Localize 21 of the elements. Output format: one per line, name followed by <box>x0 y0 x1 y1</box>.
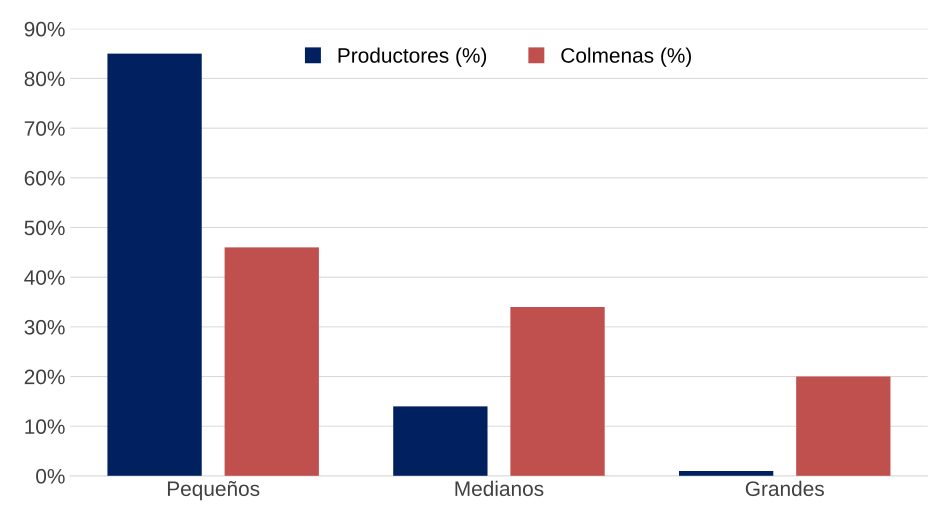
x-tick-label: Grandes <box>746 480 824 496</box>
bar <box>678 470 774 476</box>
bar <box>796 376 890 476</box>
y-tick-label: 50% <box>24 220 65 236</box>
bar <box>224 247 319 476</box>
y-tick-label: 90% <box>24 22 65 37</box>
y-tick-label: 80% <box>24 71 65 86</box>
y-tick-label: 70% <box>24 121 65 136</box>
y-tick-label: 60% <box>24 170 65 186</box>
y-tick-label: 40% <box>24 270 65 285</box>
legend-label: Productores (%) <box>338 48 486 67</box>
bar <box>107 54 202 476</box>
y-tick-label: 20% <box>24 370 65 384</box>
y-tick-label: 10% <box>25 419 65 434</box>
bar <box>510 307 605 476</box>
bar <box>393 406 488 476</box>
y-tick-label: 0% <box>36 468 65 484</box>
x-tick-label: Medianos <box>456 480 544 496</box>
legend-label: Colmenas (%) <box>561 48 691 67</box>
y-tick-label: 30% <box>24 320 65 335</box>
x-tick-label: Pequeños <box>168 480 260 500</box>
